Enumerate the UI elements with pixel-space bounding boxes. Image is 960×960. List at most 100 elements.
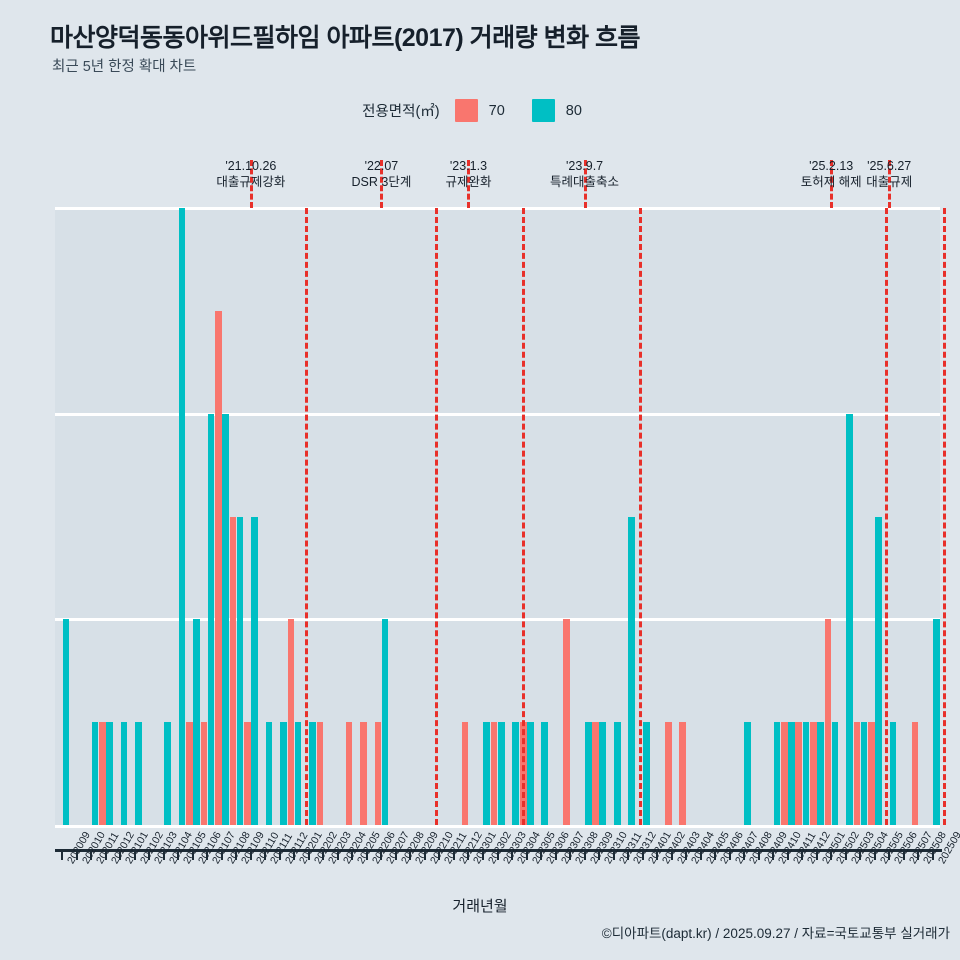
bar-202106-80[interactable]	[193, 619, 200, 825]
x-axis-tick	[481, 849, 484, 860]
x-axis-tick	[206, 849, 209, 860]
bar-202501-80[interactable]	[817, 722, 824, 825]
event-marker-stub-202309	[583, 160, 587, 208]
event-date: '23.9.7	[565, 159, 604, 173]
x-axis-tick	[786, 849, 789, 860]
bar-202504-70[interactable]	[853, 722, 861, 825]
bar-202501-70[interactable]	[810, 722, 817, 825]
x-axis-tick	[119, 849, 122, 860]
x-axis-tick	[931, 849, 934, 860]
event-text: 대출규제	[866, 175, 913, 189]
event-text: 대출규제강화	[216, 175, 286, 189]
bar-202105-80[interactable]	[178, 208, 186, 825]
bar-202303-80[interactable]	[497, 722, 505, 825]
bar-202309-80[interactable]	[584, 722, 592, 825]
bar-202304-80[interactable]	[512, 722, 520, 825]
bar-202502-80[interactable]	[831, 722, 839, 825]
bar-202110-70[interactable]	[244, 722, 251, 825]
x-axis-tick	[162, 849, 165, 860]
bar-202207-80[interactable]	[381, 619, 389, 825]
bar-202301-70[interactable]	[461, 722, 469, 825]
x-axis-label: 거래년월	[452, 898, 508, 915]
bar-202201-70[interactable]	[287, 619, 295, 825]
event-label-202309: '23.9.7 특례대출축소	[550, 158, 619, 191]
bar-202012-70[interactable]	[99, 722, 106, 825]
bar-202505-70[interactable]	[868, 722, 875, 825]
bar-202404-70[interactable]	[679, 722, 687, 825]
bar-202108-80[interactable]	[222, 413, 229, 825]
bar-202306-80[interactable]	[541, 722, 549, 825]
bar-202302-80[interactable]	[483, 722, 490, 825]
bar-202112-80[interactable]	[280, 722, 287, 825]
bar-202509-80[interactable]	[933, 619, 940, 825]
bar-202207-70[interactable]	[374, 722, 382, 825]
bar-202508-70[interactable]	[911, 722, 919, 825]
bar-202102-80[interactable]	[135, 722, 142, 825]
bar-202202-80[interactable]	[309, 722, 316, 825]
x-axis-tick	[757, 849, 760, 860]
x-axis-tick	[220, 849, 223, 860]
x-axis-tick	[656, 849, 659, 860]
page-subtitle: 최근 5년 한정 확대 차트	[52, 59, 197, 75]
bar-202101-80[interactable]	[120, 722, 128, 825]
bar-202106-70[interactable]	[186, 722, 193, 825]
bar-202011-80[interactable]	[91, 722, 99, 825]
bar-202506-80[interactable]	[889, 722, 897, 825]
bar-202312-80[interactable]	[628, 516, 636, 825]
x-axis-tick	[380, 849, 383, 860]
event-marker-stub-202506	[888, 160, 892, 208]
page-title: 마산양덕동동아위드필하임 아파트(2017) 거래량 변화 흐름	[50, 24, 641, 52]
bar-202504-80[interactable]	[860, 722, 868, 825]
x-axis-tick	[902, 849, 905, 860]
bar-202412-80[interactable]	[802, 722, 810, 825]
bar-202412-70[interactable]	[795, 722, 803, 825]
bar-202310-70[interactable]	[592, 722, 600, 825]
bar-202303-70[interactable]	[490, 722, 498, 825]
event-label-202110: '21.10.26 대출규제강화	[216, 158, 285, 191]
bar-202206-70[interactable]	[360, 722, 367, 825]
x-axis-tick	[511, 849, 513, 860]
legend-swatch-70	[454, 99, 478, 122]
bar-202107-70[interactable]	[200, 722, 208, 825]
x-axis-tick	[830, 849, 833, 860]
bar-202109-80[interactable]	[236, 516, 244, 825]
bar-202305-80[interactable]	[526, 722, 534, 825]
bar-202401-80[interactable]	[642, 722, 650, 825]
x-axis-tick	[322, 849, 325, 860]
bar-202009-80[interactable]	[62, 619, 70, 825]
x-axis-tick	[249, 849, 252, 860]
bar-202503-80[interactable]	[846, 413, 853, 825]
bar-202104-80[interactable]	[164, 722, 171, 825]
bar-202203-70[interactable]	[316, 722, 324, 825]
x-axis-tick	[917, 849, 920, 860]
event-marker-stub-202301	[467, 160, 471, 208]
x-axis-tick	[467, 849, 470, 860]
bar-202109-70[interactable]	[229, 516, 237, 825]
event-marker-line-202110	[304, 208, 308, 825]
bar-202408-80[interactable]	[744, 722, 752, 825]
x-axis-tick	[685, 849, 688, 860]
x-axis-tick	[888, 849, 891, 860]
bar-202502-70[interactable]	[824, 619, 832, 825]
bar-202107-80[interactable]	[207, 413, 215, 825]
bar-202410-80[interactable]	[773, 722, 781, 825]
bar-202311-80[interactable]	[613, 722, 621, 825]
bar-202111-80[interactable]	[265, 722, 273, 825]
bar-202308-70[interactable]	[563, 619, 571, 825]
event-marker-stub-202207	[380, 160, 384, 208]
bar-202205-70[interactable]	[345, 722, 353, 825]
x-axis-tick	[351, 849, 354, 860]
bar-202012-80[interactable]	[106, 722, 113, 825]
bar-202411-80[interactable]	[788, 722, 795, 825]
event-marker-line-202506	[943, 208, 947, 825]
event-text: 특례대출축소	[550, 175, 620, 189]
bar-202505-80[interactable]	[875, 516, 882, 825]
x-axis-tick	[540, 849, 543, 860]
bar-202310-80[interactable]	[599, 722, 607, 825]
bar-202201-80[interactable]	[294, 722, 302, 825]
bar-202110-80[interactable]	[251, 516, 258, 825]
bar-202411-70[interactable]	[780, 722, 788, 825]
bar-202403-70[interactable]	[664, 722, 672, 825]
bar-202108-70[interactable]	[215, 310, 222, 825]
x-axis-tick	[75, 849, 78, 860]
